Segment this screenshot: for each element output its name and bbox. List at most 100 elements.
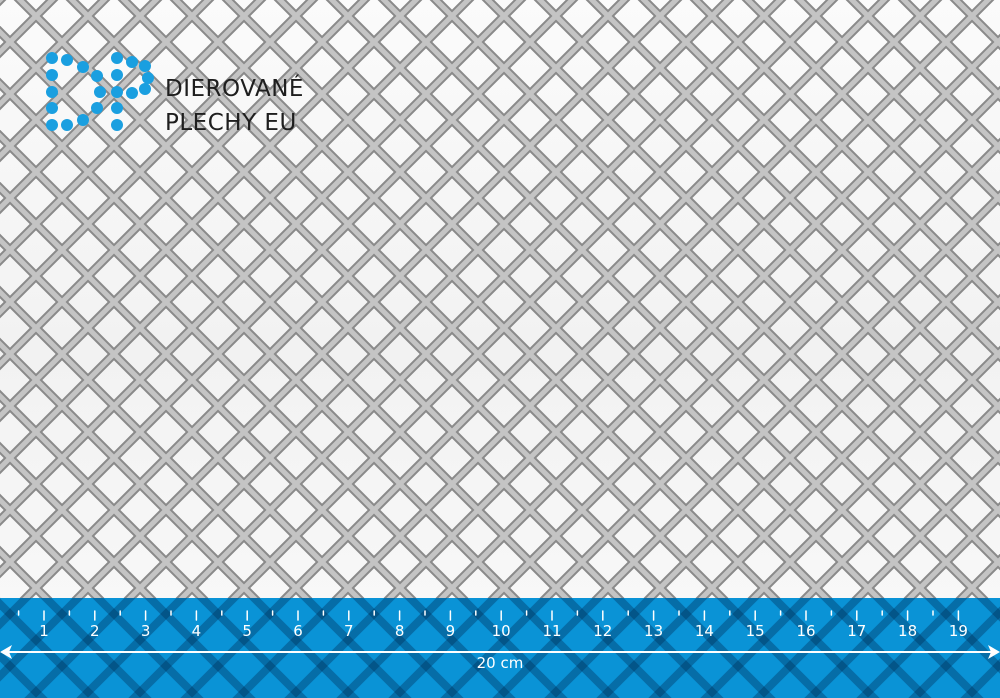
- mesh-strand: [0, 0, 524, 524]
- logo-dot: [111, 119, 123, 131]
- logo-dot: [111, 102, 123, 114]
- mesh-strand: [546, 244, 1000, 698]
- ruler-tick-label: 2: [90, 622, 100, 640]
- logo-dot: [46, 86, 58, 98]
- mesh-strand: [0, 28, 670, 698]
- ruler-total-label: 20 cm: [476, 654, 524, 672]
- arrow-head-icon: [0, 645, 12, 659]
- mesh-strand: [16, 0, 722, 698]
- mesh-strand: [0, 0, 264, 264]
- ruler-tick-label: 13: [644, 622, 664, 640]
- mesh-strand: [744, 0, 1000, 256]
- mesh-strand: [172, 0, 878, 698]
- mesh-strand: [68, 0, 774, 698]
- mesh-strand: [286, 0, 992, 698]
- ruler-tick-label: 14: [694, 622, 714, 640]
- mesh-strand: [328, 0, 1000, 672]
- ruler-tick-label: 19: [948, 622, 968, 640]
- mesh-strand: [494, 192, 1000, 698]
- mesh-strand: [588, 0, 1000, 412]
- logo-dot: [142, 72, 154, 84]
- logo-dot: [77, 61, 89, 73]
- arrow-head-icon: [988, 645, 1000, 659]
- mesh-strand: [276, 0, 982, 698]
- mesh-strand: [0, 0, 576, 576]
- mesh-strand: [692, 0, 1000, 308]
- logo-dot: [91, 102, 103, 114]
- mesh-strand: [0, 80, 618, 698]
- mesh-strand: [0, 0, 368, 368]
- mesh-strand: [484, 0, 1000, 516]
- ruler-tick-label: 12: [593, 622, 613, 640]
- mesh-strand: [702, 400, 1000, 698]
- mesh-strand: [120, 0, 826, 698]
- mesh-strand: [390, 88, 1000, 698]
- logo-dot: [46, 102, 58, 114]
- mesh-strand: [650, 348, 1000, 698]
- ruler-band: 1 2 3 4 5 6 7 8 9 10 11 12 13 14 15 16 17 18 19 20 cm: [0, 598, 1000, 698]
- mesh-strand: [78, 0, 784, 698]
- mesh-strand: [0, 184, 514, 698]
- mesh-strand: [0, 0, 628, 628]
- mesh-strand: [0, 0, 680, 680]
- ruler-background: [0, 598, 1000, 698]
- logo-dot: [77, 114, 89, 126]
- mesh-strand: [338, 36, 1000, 698]
- ruler-tick-label: 11: [542, 622, 562, 640]
- ruler-tick-label: 4: [191, 622, 202, 640]
- logo-dot: [91, 70, 103, 82]
- mesh-strand: [858, 556, 1000, 698]
- ruler-tick-label: 18: [898, 622, 918, 640]
- logo-dot: [111, 86, 123, 98]
- logo-dot: [61, 119, 73, 131]
- logo-dot: [46, 52, 58, 64]
- mesh-strand: [442, 140, 1000, 698]
- mesh-strand: [640, 0, 1000, 360]
- ruler-tick-label: 9: [445, 622, 456, 640]
- mesh-strand: [0, 548, 150, 698]
- ruler-tick-label: 5: [242, 622, 252, 640]
- mesh-strand: [806, 504, 1000, 698]
- mesh-strand: [796, 0, 1000, 204]
- ruler-tick-label: 3: [140, 622, 151, 640]
- mesh-strand: [0, 132, 566, 698]
- mesh-strand: [182, 0, 888, 698]
- logo-line2: PLECHY EU: [165, 110, 297, 136]
- ruler-tick-label: 7: [344, 622, 354, 640]
- logo-dot: [111, 52, 123, 64]
- mesh-strand: [0, 496, 202, 698]
- ruler-tick-label: 1: [39, 622, 49, 640]
- mesh-strand: [0, 340, 358, 698]
- logo-line1: DIEROVANÉ: [165, 76, 304, 102]
- logo-dot: [126, 56, 138, 68]
- ruler-tick-label: 16: [796, 622, 816, 640]
- logo-dot: [94, 86, 106, 98]
- mesh-strand: [598, 296, 1000, 698]
- logo-dot: [111, 69, 123, 81]
- logo-dot: [126, 87, 138, 99]
- mesh-strand: [380, 0, 1000, 620]
- mesh-strand: [0, 288, 410, 698]
- ruler-tick-label: 8: [394, 622, 405, 640]
- mesh-strand: [536, 0, 1000, 464]
- logo-dot: [139, 83, 151, 95]
- logo-dot: [61, 54, 73, 66]
- mesh-strand: [0, 236, 462, 698]
- logo-dot: [139, 60, 151, 72]
- mesh-strand: [0, 444, 254, 698]
- ruler-tick-label: 6: [293, 622, 303, 640]
- mesh-strand: [432, 0, 1000, 568]
- logo-dot: [46, 69, 58, 81]
- ruler-tick-label: 17: [847, 622, 867, 640]
- mesh-strand: [234, 0, 940, 698]
- mesh-strand: [224, 0, 930, 698]
- logo-dot: [46, 119, 58, 131]
- mesh-strand: [26, 0, 732, 698]
- ruler-tick-label: 15: [745, 622, 765, 640]
- mesh-strand: [0, 0, 472, 472]
- mesh-strand: [754, 452, 1000, 698]
- mesh-strand: [0, 0, 160, 160]
- mesh-strand: [0, 0, 316, 316]
